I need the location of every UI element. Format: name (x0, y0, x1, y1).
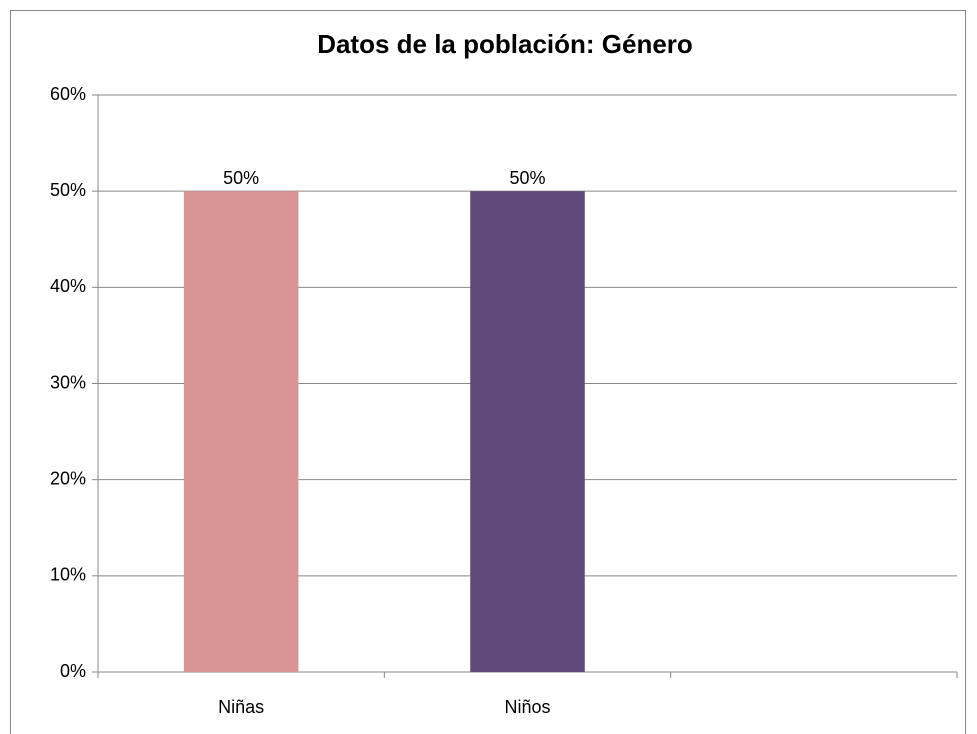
y-tick-label: 0% (60, 661, 86, 681)
bar (470, 191, 585, 672)
y-tick-label: 60% (50, 84, 86, 104)
data-label: 50% (509, 168, 545, 188)
y-tick-label: 20% (50, 468, 86, 488)
x-tick-label: Niñas (218, 697, 264, 717)
y-tick-label: 30% (50, 372, 86, 392)
y-tick-label: 40% (50, 276, 86, 296)
x-tick-label: Niños (504, 697, 550, 717)
y-tick-label: 50% (50, 180, 86, 200)
data-label: 50% (223, 168, 259, 188)
y-tick-label: 10% (50, 565, 86, 585)
bar (183, 191, 299, 672)
chart-title: Datos de la población: Género (317, 29, 693, 59)
